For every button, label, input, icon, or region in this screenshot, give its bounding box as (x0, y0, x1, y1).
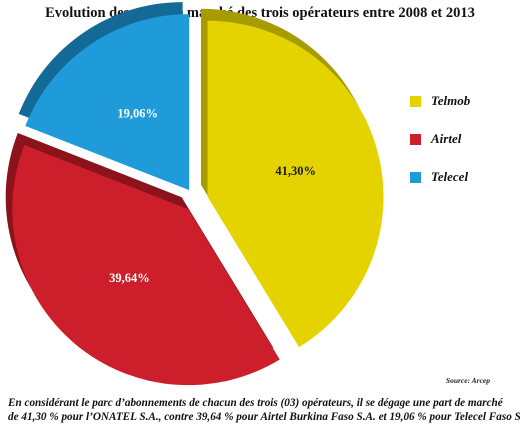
legend-item-telmob: Telmob (410, 92, 470, 110)
legend-swatch-telecel (410, 171, 421, 183)
legend-item-airtel: Airtel (410, 130, 470, 148)
legend-label-airtel: Airtel (431, 131, 462, 146)
caption-line-2: de 41,30 % pour l’ONATEL S.A., contre 39… (8, 411, 520, 423)
legend-item-telecel: Telecel (410, 168, 470, 186)
legend-label-telecel: Telecel (431, 169, 469, 184)
caption-line-1: En considérant le parc d’abonnements de … (8, 397, 503, 409)
pie-slice-airtel (12, 145, 280, 386)
pie-slice-telmob (207, 20, 384, 348)
caption: En considérant le parc d’abonnements de … (8, 396, 520, 424)
legend-swatch-telmob (410, 95, 421, 107)
slice-label-airtel: 39,64% (109, 271, 150, 285)
source-note: Source: Arcep (445, 376, 490, 385)
legend-swatch-airtel (410, 133, 421, 145)
slice-label-telecel: 19,06% (117, 106, 158, 120)
slice-label-telmob: 41,30% (275, 164, 316, 178)
legend: Telmob Airtel Telecel (410, 92, 470, 206)
legend-label-telmob: Telmob (431, 93, 471, 108)
pie-slice-telecel (25, 14, 190, 191)
